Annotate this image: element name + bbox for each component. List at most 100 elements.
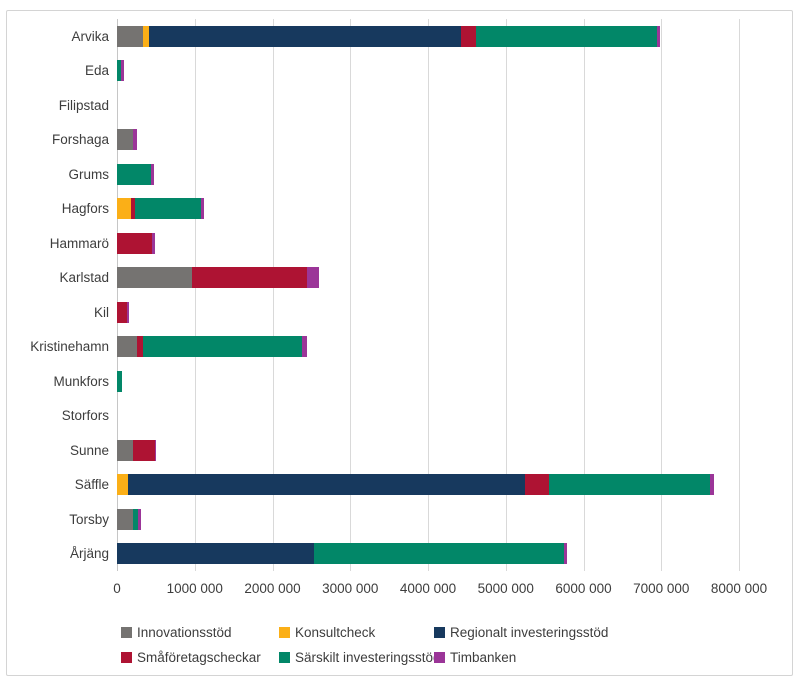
bar-segment-konsultcheck: [117, 474, 128, 496]
bar-row: Kil: [7, 295, 792, 330]
legend-item: Småföretagscheckar: [121, 647, 261, 667]
municipality-label: Arvika: [71, 28, 109, 44]
bar-track: [117, 301, 739, 323]
legend-swatch: [279, 651, 290, 663]
bar-segment-innovationsstod: [117, 336, 137, 358]
gridline: [350, 19, 352, 571]
bar-row: Arvika: [7, 19, 792, 54]
bar-rows: Arvika Eda Filipstad Forshaga Grums Hagfors Ha…: [7, 19, 792, 571]
bar-segment-timbanken: [155, 439, 157, 461]
bar-segment-innovationsstod: [117, 25, 144, 47]
municipality-label: Årjäng: [69, 546, 109, 562]
bar-segment-sarskilt-investeringsstod: [117, 60, 122, 82]
legend-item: Regionalt investeringsstöd: [434, 622, 608, 642]
legend-label: Särskilt investeringsstöd: [295, 649, 441, 665]
legend-swatch: [121, 651, 132, 663]
x-tick-label: 8000 000: [710, 581, 768, 596]
legend-label: Innovationsstöd: [137, 624, 232, 640]
x-axis-tick-labels: 0 1000 000 2000 000 3000 000 4000 000 5000 00…: [7, 581, 792, 601]
bar-segment-timbanken: [563, 543, 567, 565]
legend-swatch: [279, 626, 290, 638]
gridline: [661, 19, 663, 571]
bar-row: Grums: [7, 157, 792, 192]
bar-row: Sunne: [7, 433, 792, 468]
gridline: [272, 19, 274, 571]
x-tick-label: 5000 000: [477, 581, 534, 596]
bar-segment-konsultcheck: [143, 25, 149, 47]
bar-track: [117, 232, 739, 254]
bar-segment-smaforetagscheckar: [117, 232, 152, 254]
bar-row: Filipstad: [7, 88, 792, 123]
bar-segment-timbanken: [656, 25, 661, 47]
bar-segment-sarskilt-investeringsstod: [476, 25, 657, 47]
bar-track: [117, 439, 739, 461]
bar-row: Kristinehamn: [7, 330, 792, 365]
bar-segment-sarskilt-investeringsstod: [117, 163, 152, 185]
bar-track: [117, 543, 739, 565]
x-tick-label: 0: [113, 581, 121, 596]
municipality-label: Torsby: [69, 511, 109, 527]
bar-segment-regionalt-investeringsstod: [148, 25, 462, 47]
bar-segment-innovationsstod: [117, 439, 133, 461]
municipality-label: Hammarö: [49, 235, 109, 251]
bar-segment-timbanken: [138, 508, 142, 530]
bar-segment-smaforetagscheckar: [525, 474, 550, 496]
y-axis-line: [117, 19, 118, 571]
bar-row: Eda: [7, 54, 792, 89]
x-tick-label: 2000 000: [244, 581, 301, 596]
legend-swatch: [121, 626, 132, 638]
bar-segment-smaforetagscheckar: [136, 336, 144, 358]
gridline: [739, 19, 740, 571]
chart-frame: Arvika Eda Filipstad Forshaga Grums Hagfors Ha…: [6, 10, 793, 676]
legend-swatch: [434, 626, 445, 638]
bar-row: Karlstad: [7, 261, 792, 296]
bar-segment-timbanken: [121, 60, 124, 82]
legend-swatch: [434, 651, 445, 663]
gridline: [194, 19, 196, 571]
x-tick-label: 7000 000: [633, 581, 690, 596]
bar-segment-sarskilt-investeringsstod: [549, 474, 710, 496]
legend-label: Timbanken: [450, 649, 517, 665]
bar-segment-smaforetagscheckar: [130, 198, 136, 220]
bar-segment-smaforetagscheckar: [117, 301, 128, 323]
bar-track: [117, 370, 739, 392]
bar-row: Forshaga: [7, 123, 792, 158]
bar-segment-timbanken: [151, 232, 156, 254]
x-tick-label: 3000 000: [322, 581, 379, 596]
bar-track: [117, 129, 739, 151]
legend-item: Timbanken: [434, 647, 516, 667]
bar-segment-sarskilt-investeringsstod: [135, 198, 201, 220]
bar-segment-regionalt-investeringsstod: [127, 474, 526, 496]
bar-row: Torsby: [7, 502, 792, 537]
bar-segment-timbanken: [151, 163, 154, 185]
legend-label: Regionalt investeringsstöd: [450, 624, 609, 640]
municipality-label: Filipstad: [58, 97, 109, 113]
municipality-label: Hagfors: [61, 201, 109, 217]
gridline: [428, 19, 429, 571]
x-tick-label: 4000 000: [399, 581, 457, 596]
bar-segment-smaforetagscheckar: [132, 439, 156, 461]
gridline: [583, 19, 585, 571]
bar-segment-konsultcheck: [117, 198, 131, 220]
municipality-label: Munkfors: [53, 373, 109, 389]
bar-segment-sarskilt-investeringsstod: [117, 370, 123, 392]
bar-segment-timbanken: [127, 301, 130, 323]
bar-segment-sarskilt-investeringsstod: [313, 543, 564, 565]
legend-item: Innovationsstöd: [121, 622, 232, 642]
bar-segment-timbanken: [302, 336, 307, 358]
bar-row: Hagfors: [7, 192, 792, 227]
municipality-label: Karlstad: [59, 270, 109, 286]
bar-track: [117, 198, 739, 220]
bar-track: [117, 474, 739, 496]
legend-item: Konsultcheck: [279, 622, 375, 642]
bar-segment-innovationsstod: [117, 129, 134, 151]
municipality-label: Eda: [84, 63, 109, 79]
bar-track: [117, 405, 739, 426]
legend-label: Småföretagscheckar: [137, 649, 261, 665]
bar-track: [117, 163, 739, 185]
bar-track: [117, 336, 739, 358]
legend-label: Konsultcheck: [295, 624, 376, 640]
bar-segment-sarskilt-investeringsstod: [143, 336, 303, 358]
gridline: [505, 19, 507, 571]
municipality-label: Forshaga: [51, 132, 109, 148]
